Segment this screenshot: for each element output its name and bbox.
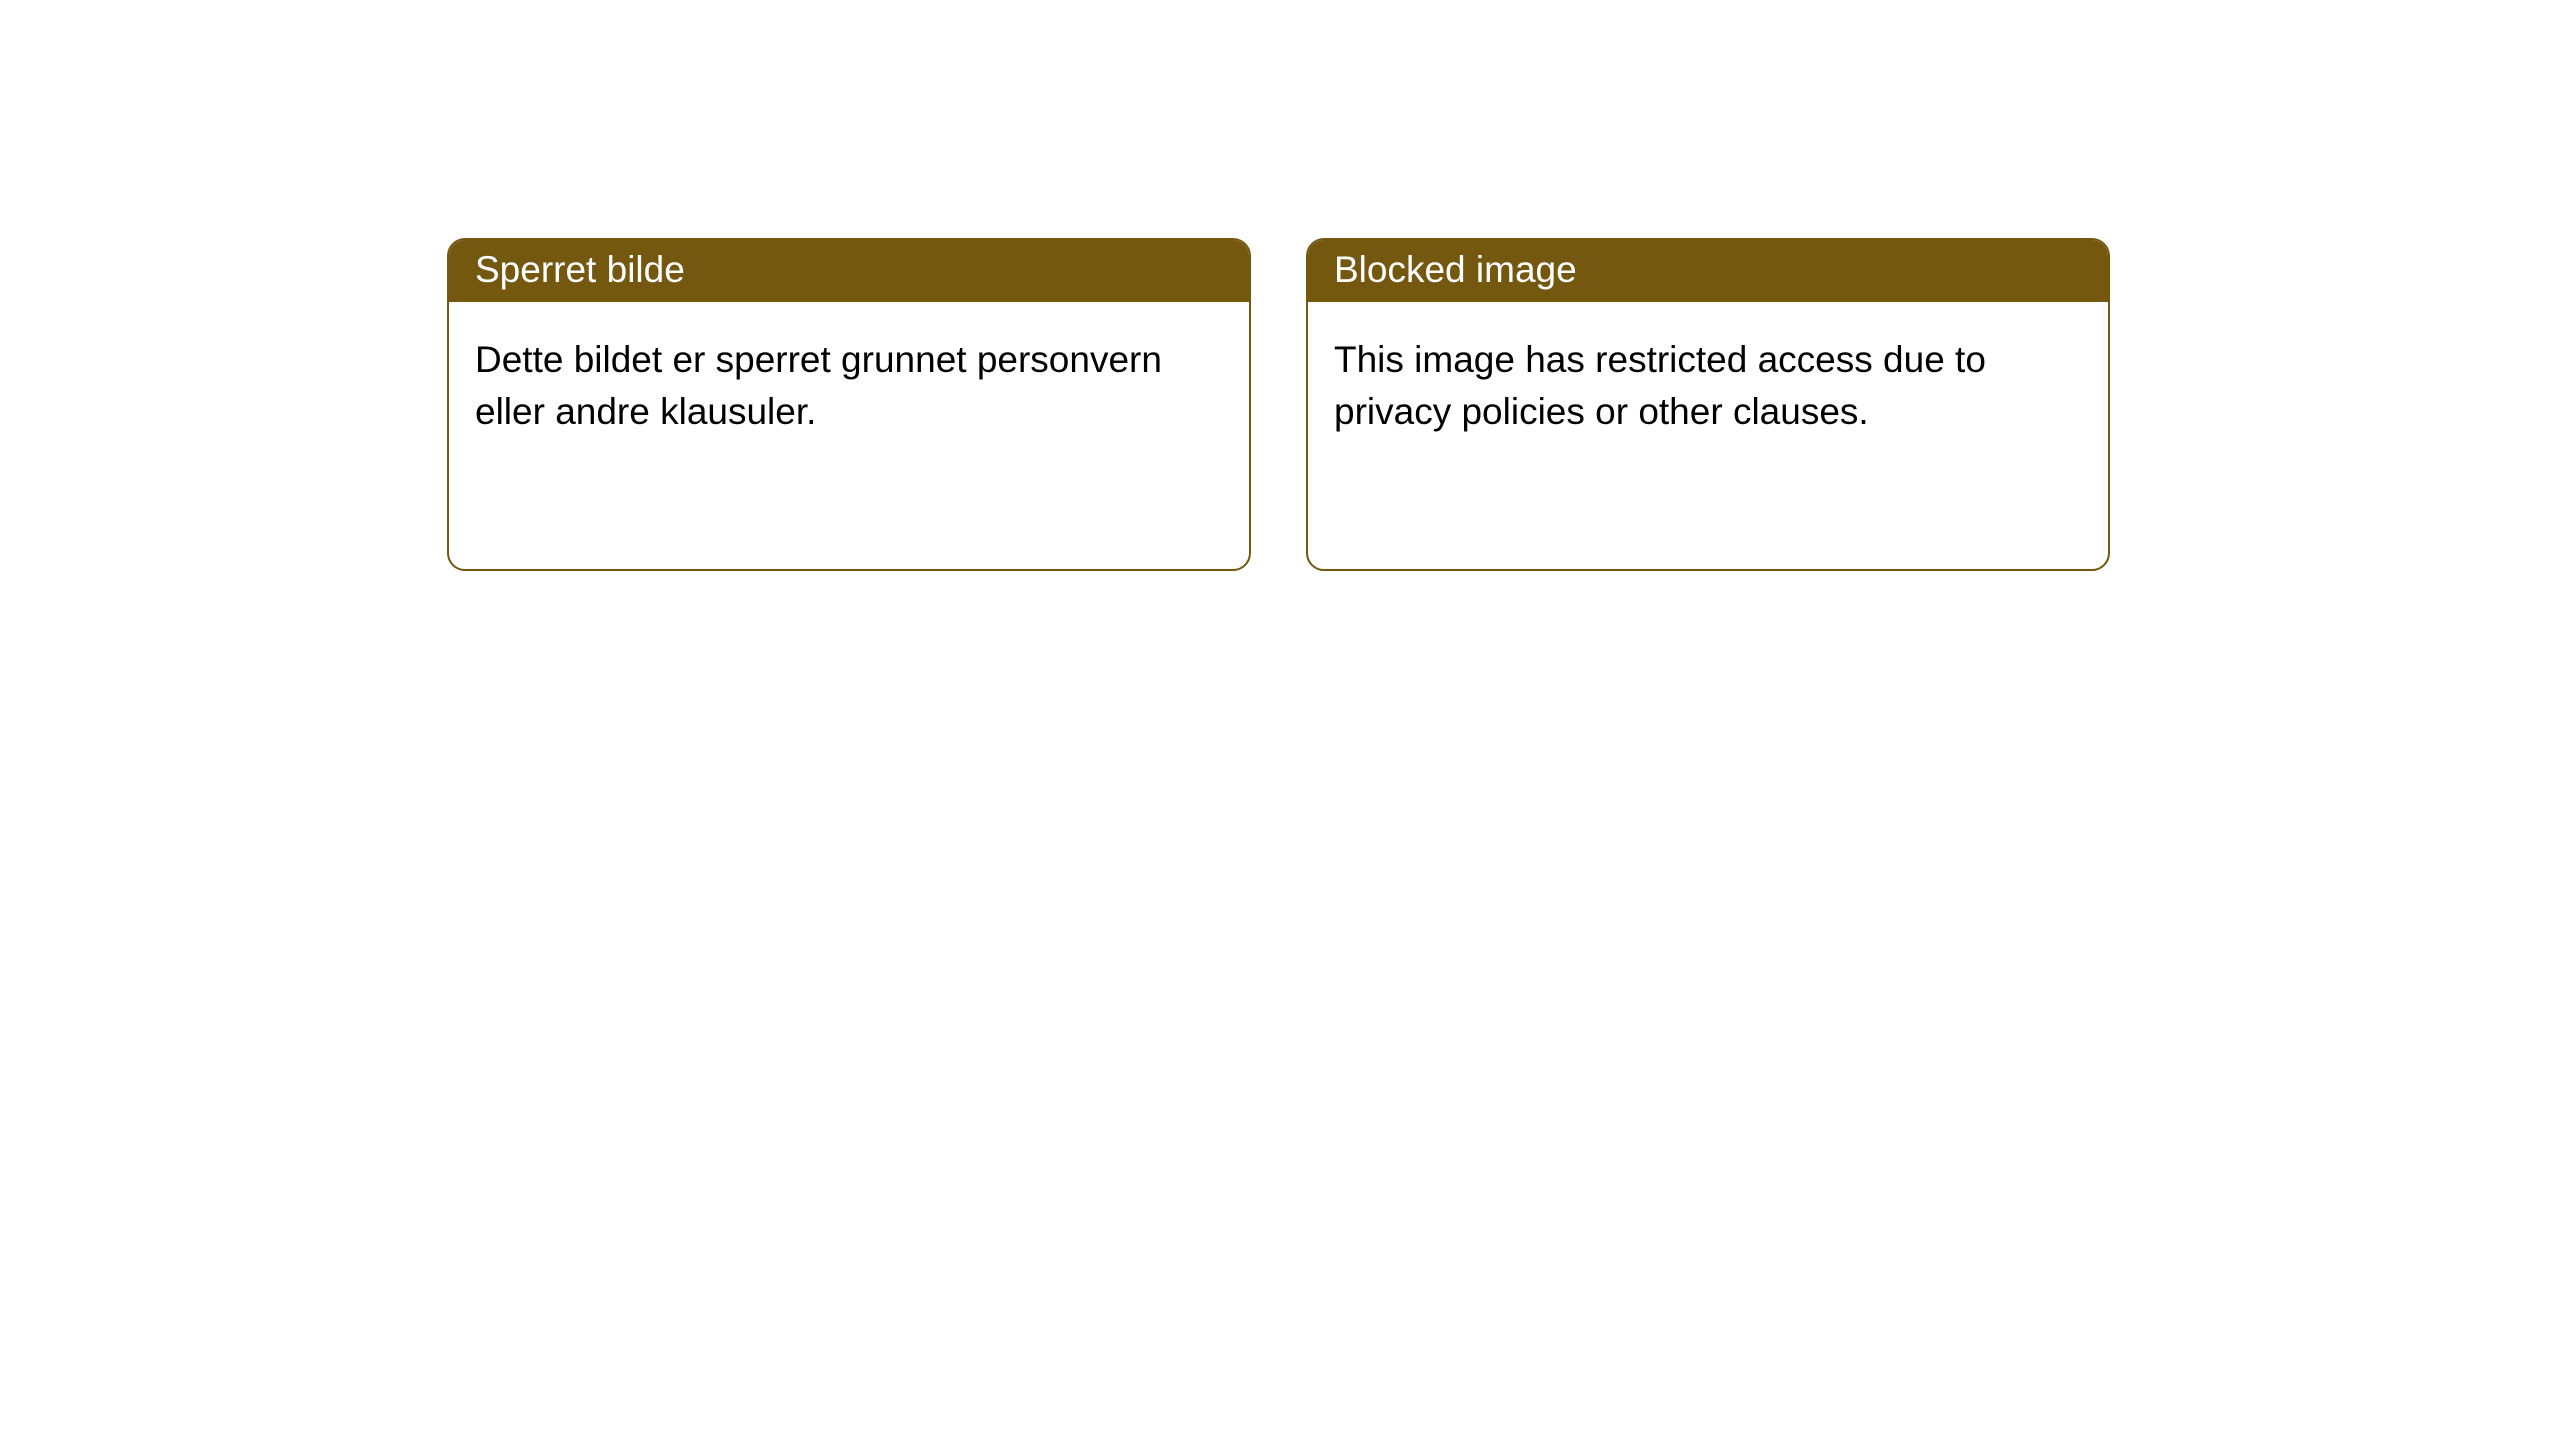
- notice-message-english: This image has restricted access due to …: [1308, 302, 2108, 464]
- notice-title-english: Blocked image: [1308, 240, 2108, 302]
- notice-title-norwegian: Sperret bilde: [449, 240, 1249, 302]
- notice-card-norwegian: Sperret bilde Dette bildet er sperret gr…: [447, 238, 1251, 571]
- notice-message-norwegian: Dette bildet er sperret grunnet personve…: [449, 302, 1249, 464]
- notice-container: Sperret bilde Dette bildet er sperret gr…: [0, 0, 2560, 571]
- notice-card-english: Blocked image This image has restricted …: [1306, 238, 2110, 571]
